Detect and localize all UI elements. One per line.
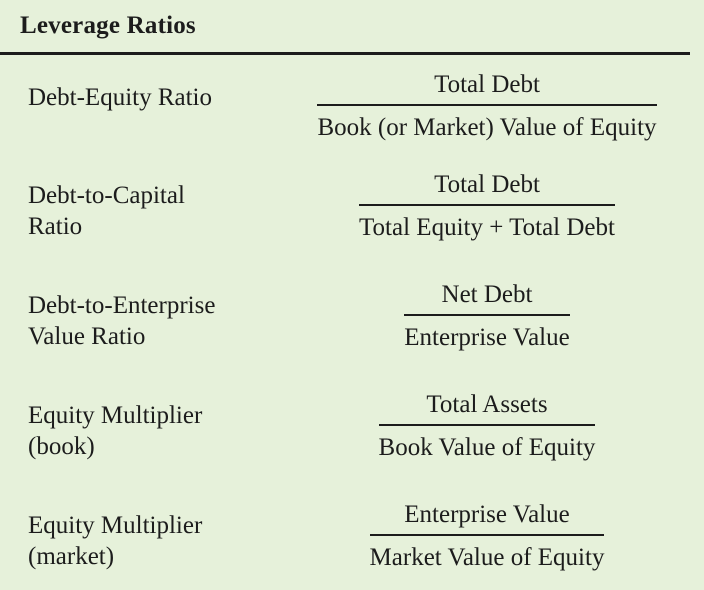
header-divider — [0, 52, 690, 55]
formula-denominator: Book (or Market) Value of Equity — [317, 113, 657, 141]
ratio-formula: Enterprise Value Market Value of Equity — [288, 500, 686, 573]
formula-denominator: Market Value of Equity — [369, 543, 605, 571]
ratio-row-debt-to-capital: Debt-to-Capital Ratio Total Debt Total E… — [0, 170, 704, 260]
ratio-label-line: (book) — [28, 433, 95, 460]
ratio-label-line: Ratio — [28, 213, 83, 240]
ratio-label: Debt-to-Enterprise Value Ratio — [28, 290, 278, 352]
ratio-formula: Total Debt Total Equity + Total Debt — [288, 170, 686, 243]
fraction-bar — [404, 314, 570, 316]
fraction: Total Debt Total Equity + Total Debt — [359, 170, 615, 243]
formula-denominator: Total Equity + Total Debt — [359, 213, 615, 241]
ratio-row-debt-to-enterprise-value: Debt-to-Enterprise Value Ratio Net Debt … — [0, 280, 704, 370]
fraction-bar — [378, 424, 596, 426]
ratio-formula: Total Debt Book (or Market) Value of Equ… — [288, 70, 686, 143]
formula-numerator: Enterprise Value — [404, 501, 570, 528]
ratio-label: Equity Multiplier (book) — [28, 400, 278, 462]
ratio-row-equity-multiplier-market: Equity Multiplier (market) Enterprise Va… — [0, 500, 704, 590]
ratio-label-line: (market) — [28, 543, 115, 570]
ratio-formula: Total Assets Book Value of Equity — [288, 390, 686, 463]
ratio-label: Debt-Equity Ratio — [28, 82, 278, 113]
fraction-bar — [317, 104, 657, 106]
formula-numerator: Total Assets — [426, 391, 548, 418]
fraction: Total Assets Book Value of Equity — [378, 390, 596, 463]
formula-numerator: Total Debt — [434, 171, 540, 198]
ratio-label: Debt-to-Capital Ratio — [28, 180, 278, 242]
formula-numerator: Net Debt — [441, 281, 533, 308]
formula-numerator: Total Debt — [434, 71, 540, 98]
formula-denominator: Book Value of Equity — [378, 433, 596, 461]
ratio-formula: Net Debt Enterprise Value — [288, 280, 686, 353]
ratio-label-line: Equity Multiplier — [28, 402, 203, 429]
formula-denominator: Enterprise Value — [404, 323, 570, 351]
fraction: Net Debt Enterprise Value — [404, 280, 570, 353]
page-title: Leverage Ratios — [20, 12, 196, 39]
fraction-bar — [369, 534, 605, 536]
fraction: Enterprise Value Market Value of Equity — [369, 500, 605, 573]
fraction-bar — [359, 204, 615, 206]
ratio-label-line: Debt-to-Capital — [28, 182, 185, 209]
ratio-row-equity-multiplier-book: Equity Multiplier (book) Total Assets Bo… — [0, 390, 704, 480]
ratio-label-line: Debt-Equity Ratio — [28, 84, 212, 111]
ratio-label-line: Debt-to-Enterprise — [28, 292, 216, 319]
fraction: Total Debt Book (or Market) Value of Equ… — [317, 70, 657, 143]
ratio-row-debt-equity: Debt-Equity Ratio Total Debt Book (or Ma… — [0, 70, 704, 160]
ratio-label-line: Value Ratio — [28, 323, 146, 350]
ratio-label-line: Equity Multiplier — [28, 512, 203, 539]
ratio-label: Equity Multiplier (market) — [28, 510, 278, 572]
